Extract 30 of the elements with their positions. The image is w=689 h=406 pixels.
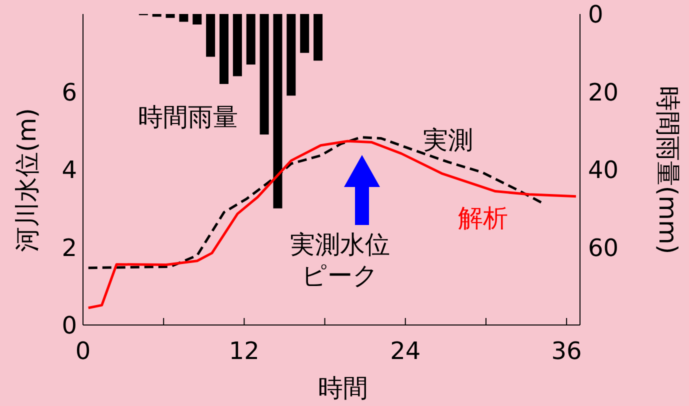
bar [246, 14, 256, 65]
series-label: 時間雨量 [138, 102, 238, 134]
series-label: 実測 [423, 124, 473, 156]
y2-axis-title: 時間雨量(mm) [652, 86, 684, 254]
bar [300, 14, 310, 53]
bar [232, 14, 242, 76]
x-tick-label: 36 [551, 337, 582, 365]
annotation: 実測水位ピーク [289, 229, 391, 291]
y2-tick-label: 40 [588, 156, 619, 184]
series-label: 解析 [458, 202, 508, 234]
bar [286, 14, 296, 96]
y2-tick-label: 0 [588, 0, 604, 29]
y-tick-label: 6 [62, 78, 77, 106]
bar [314, 14, 323, 61]
y-axis-title: 河川水位(m) [12, 108, 42, 252]
y-tick-label: 4 [62, 156, 77, 184]
y-tick-label: 2 [62, 234, 77, 262]
y2-tick-label: 20 [588, 78, 619, 106]
bar [152, 14, 162, 17]
y-tick-label: 0 [62, 312, 77, 340]
x-tick-label: 24 [390, 337, 421, 365]
bar [166, 14, 175, 18]
bar [206, 14, 216, 57]
bar [260, 14, 269, 135]
x-tick-label: 12 [228, 337, 260, 365]
bar [192, 14, 202, 24]
bar [179, 14, 188, 22]
x-axis-title: 時間 [318, 372, 368, 404]
bar [220, 14, 229, 84]
y2-tick-label: 60 [588, 234, 619, 262]
